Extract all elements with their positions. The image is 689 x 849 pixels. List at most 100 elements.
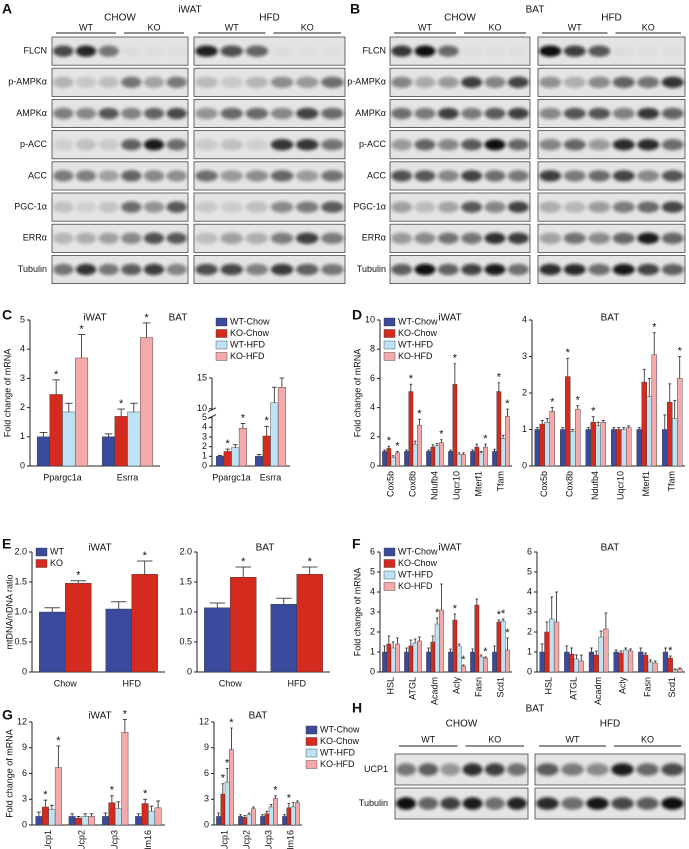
bar <box>290 806 296 826</box>
blot-band <box>121 76 142 88</box>
blot-band <box>561 797 584 810</box>
group-label: CHOW <box>104 13 136 24</box>
blot-band <box>539 76 562 88</box>
bar <box>496 391 502 467</box>
legend-label: WT-HFD <box>320 747 355 757</box>
subgroup-label: KO <box>301 22 314 32</box>
blot-band <box>396 763 417 776</box>
bar <box>474 446 480 467</box>
blot-band <box>539 170 562 182</box>
x-tick-label: Cox8b <box>407 471 417 497</box>
subgroup-label: KO <box>488 734 501 744</box>
blot-row-label: p-AMPKα <box>8 77 47 87</box>
blot-box <box>537 130 686 160</box>
blot-band <box>53 232 74 244</box>
blot-band <box>75 107 97 120</box>
x-tick-label: Mterf1 <box>641 471 651 497</box>
error-bar <box>391 455 395 458</box>
group-label: HFD <box>600 719 621 730</box>
blot-band <box>440 797 461 810</box>
blot-box <box>51 36 189 66</box>
legend-label: WT-Chow <box>398 316 438 326</box>
legend-swatch <box>383 352 396 361</box>
error-bar <box>109 795 114 803</box>
blot-band <box>661 232 684 244</box>
blot-band <box>637 139 660 151</box>
significance-mark: * <box>409 373 414 385</box>
error-bar <box>565 645 569 652</box>
bar <box>216 816 221 826</box>
blot-band <box>588 232 611 244</box>
blot-band <box>539 263 562 276</box>
blot-band <box>143 76 165 88</box>
group-label: CHOW <box>446 719 478 730</box>
significance-mark: * <box>110 785 115 797</box>
error-bar <box>431 635 435 642</box>
bar <box>74 357 89 467</box>
x-tick-label: Mterf1 <box>473 471 483 497</box>
significance-mark: * <box>461 654 466 666</box>
error-bar <box>279 377 285 388</box>
blot-band <box>484 263 506 276</box>
chart-title: iWAT <box>438 313 461 324</box>
y-tick-label: 8 <box>370 344 375 354</box>
error-bar <box>673 668 677 670</box>
chart-title: iWAT <box>88 543 111 554</box>
bar <box>408 645 414 673</box>
bar <box>412 642 418 673</box>
blot-band <box>121 45 141 56</box>
blot-box <box>537 67 686 97</box>
error-bar <box>252 806 255 809</box>
blot-band <box>396 797 417 810</box>
y-tick-label: 2 <box>522 387 527 397</box>
bar <box>672 669 678 673</box>
blot-band <box>53 263 74 276</box>
blot-band <box>245 232 269 244</box>
y-tick-label: 5 <box>20 314 25 324</box>
bar <box>534 429 540 467</box>
error-bar <box>156 800 161 808</box>
axis-break-mark <box>207 407 217 413</box>
blot-row-label: AMPKα <box>355 108 386 118</box>
legend-label: WT-Chow <box>320 724 360 734</box>
blot-band <box>414 201 436 213</box>
blot-row-label: ERRα <box>362 233 386 243</box>
bar <box>505 416 510 467</box>
significance-mark: * <box>453 603 458 615</box>
bar <box>478 656 484 673</box>
significance-mark: * <box>505 398 510 410</box>
blot-band <box>586 763 609 776</box>
blot-band <box>321 201 344 213</box>
blot-band <box>391 170 413 182</box>
legend-label: WT-Chow <box>398 546 438 556</box>
blot-band <box>321 170 344 182</box>
blot-band <box>220 263 244 276</box>
significance-mark: * <box>123 708 128 720</box>
bar <box>452 384 458 467</box>
error-bar <box>668 655 672 658</box>
error-bar <box>431 444 435 448</box>
blot-box <box>51 161 189 191</box>
significance-mark: * <box>229 717 234 729</box>
bar <box>270 604 297 673</box>
bar <box>613 651 619 673</box>
blot-band <box>53 45 74 57</box>
bar <box>268 806 274 826</box>
blot-box <box>51 192 189 222</box>
significance-mark: * <box>497 372 502 384</box>
bar <box>101 436 116 467</box>
blot-band <box>195 170 218 182</box>
y-tick-label: 0 <box>522 460 527 470</box>
blot-band <box>539 139 562 151</box>
x-tick-label: Uqcr10 <box>451 471 461 500</box>
x-tick-label: Tfam <box>667 471 677 492</box>
bar <box>148 811 156 826</box>
blot-box <box>193 130 346 160</box>
error-bar <box>243 815 247 818</box>
error-bar <box>648 659 652 662</box>
bar <box>470 651 475 673</box>
bar <box>54 767 62 826</box>
error-bar <box>453 613 457 620</box>
blot-band <box>195 45 218 57</box>
